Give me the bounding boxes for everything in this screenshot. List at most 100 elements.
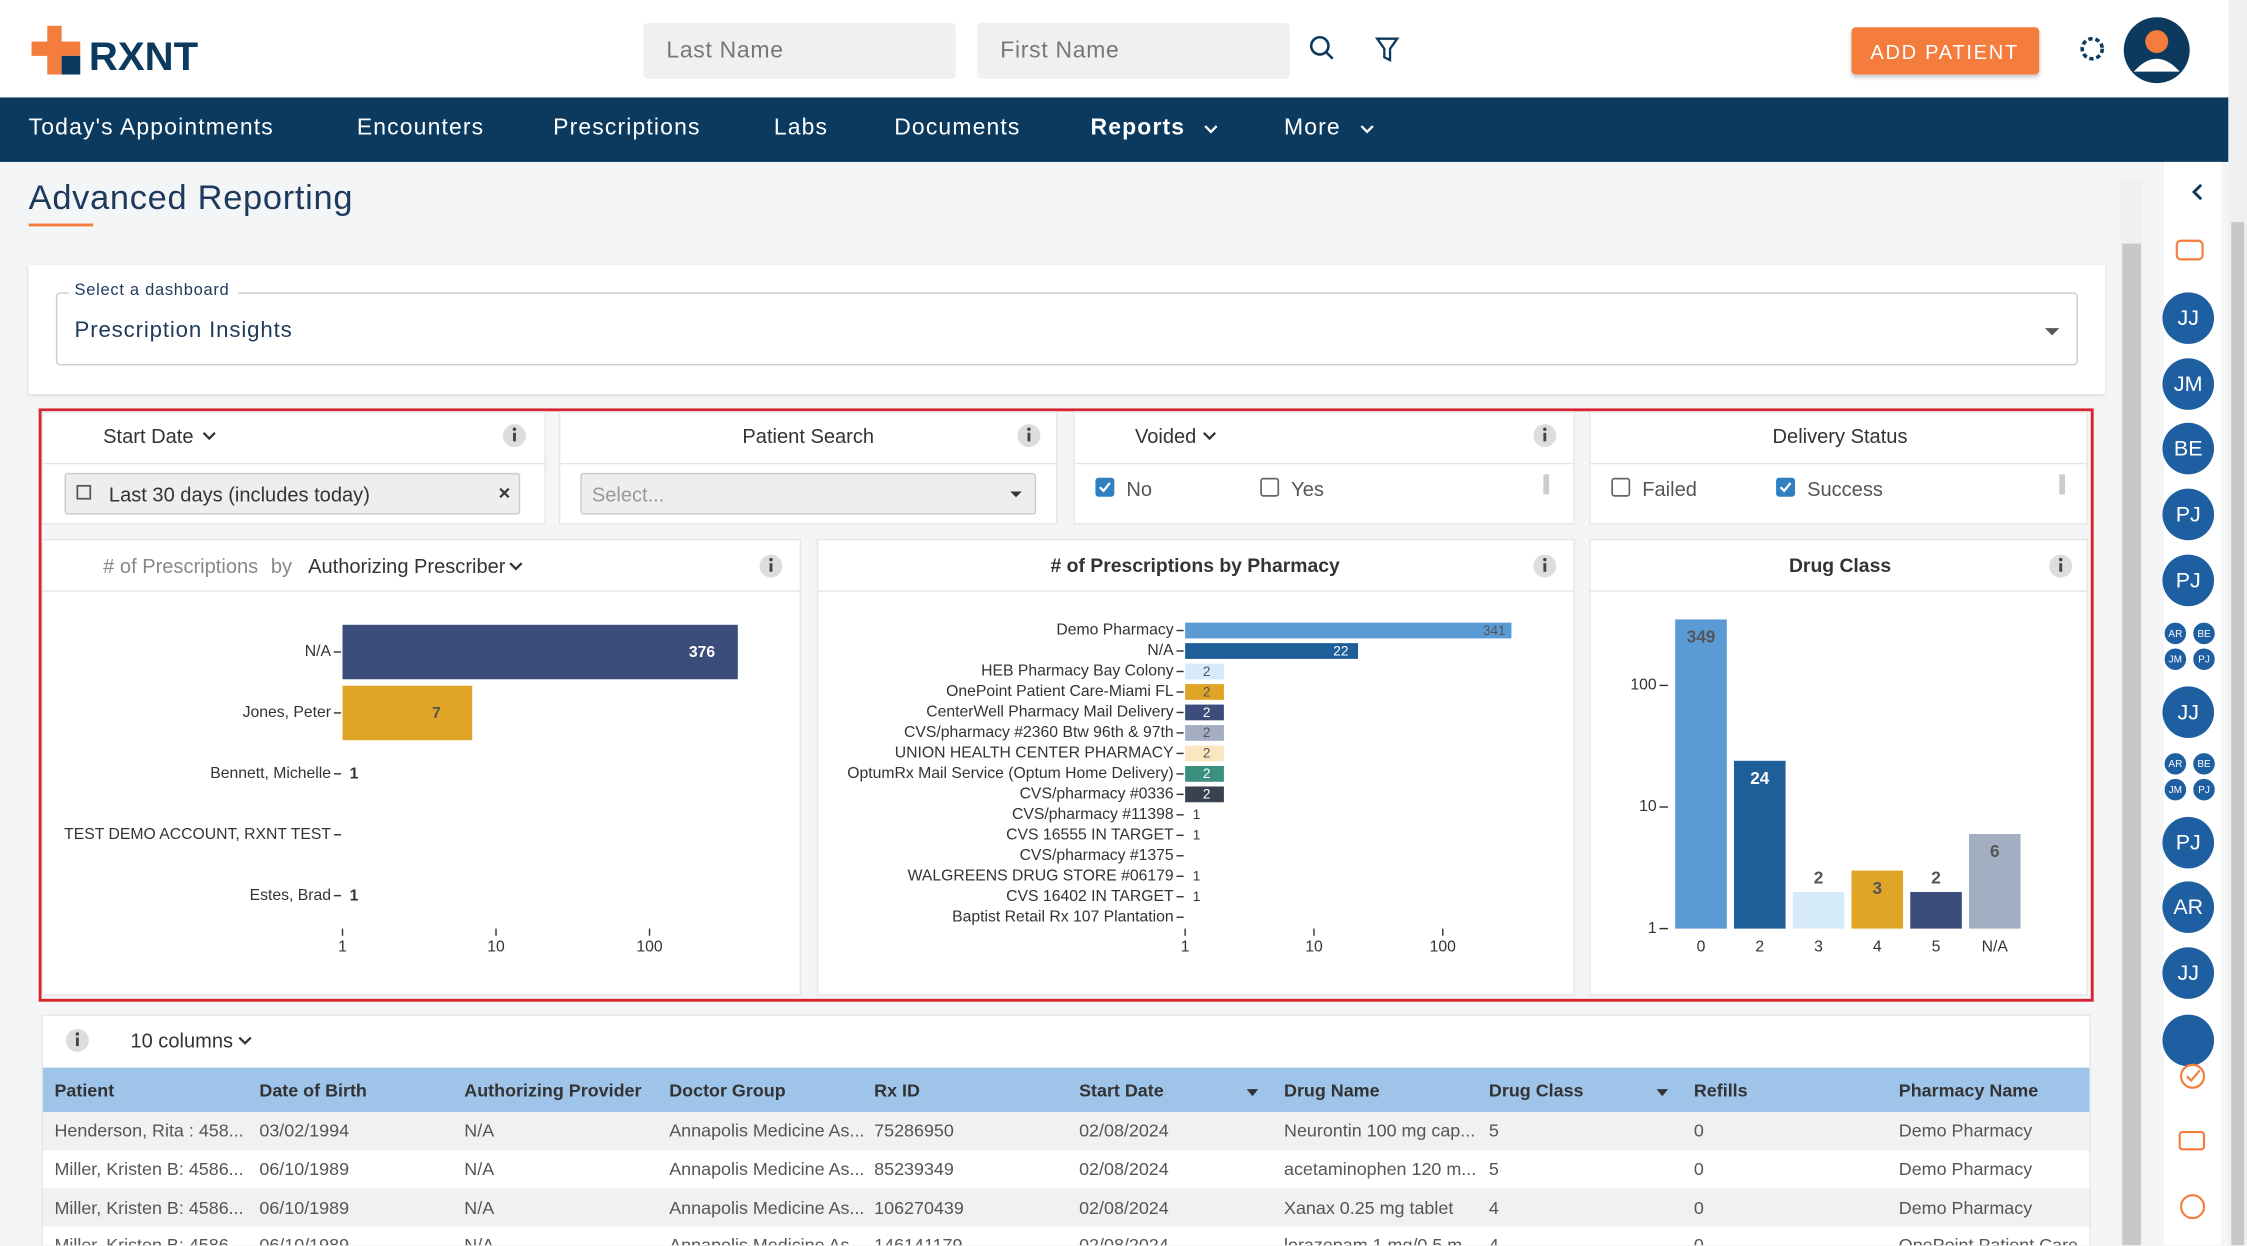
bar — [1185, 663, 1224, 680]
column-header[interactable]: Refills — [1693, 1080, 1748, 1101]
table-cell: 02/08/2024 — [1079, 1231, 1169, 1245]
column-header[interactable]: Doctor Group — [669, 1080, 786, 1101]
nav-item[interactable]: Labs — [773, 116, 829, 141]
value-label: 2 — [1203, 664, 1211, 679]
avatar-initials: BE — [2174, 437, 2203, 461]
info-icon-dot — [1027, 427, 1031, 431]
table-cell: 75286950 — [874, 1121, 954, 1142]
date-value: Last 30 days (includes today) — [108, 482, 370, 506]
table-row — [42, 1188, 2090, 1227]
collapse-icon — [2191, 183, 2203, 201]
panel-divider — [1589, 462, 2088, 465]
y-tick-label: 100 — [1630, 677, 1657, 694]
avatar — [2162, 358, 2215, 410]
user-avatar-head — [2145, 30, 2169, 54]
column-header[interactable]: Rx ID — [874, 1080, 920, 1101]
column-header[interactable]: Pharmacy Name — [1898, 1080, 2039, 1101]
x-tick-label: 1 — [1181, 938, 1190, 955]
scrollbar-thumb — [2231, 222, 2245, 1246]
info-icon-dot — [769, 557, 773, 562]
x-tick-label: 100 — [636, 938, 663, 955]
value-label: 22 — [1333, 643, 1348, 658]
table-cell: 106270439 — [874, 1197, 964, 1218]
patient-select[interactable] — [580, 472, 1037, 515]
table-cell: 02/08/2024 — [1079, 1159, 1169, 1180]
nav-item[interactable]: Encounters — [356, 116, 485, 141]
legend-gap — [68, 283, 238, 299]
chevron — [1360, 125, 1374, 134]
info-icon-dot — [1543, 557, 1547, 562]
avatar — [2162, 947, 2215, 999]
checkbox — [1095, 477, 1115, 497]
column-header[interactable]: Date of Birth — [259, 1080, 367, 1101]
bar — [1185, 622, 1512, 639]
x-tick-label: 10 — [487, 938, 505, 955]
date-input[interactable] — [64, 472, 521, 515]
value-label: 2 — [1203, 725, 1211, 740]
x-tick-label: 1 — [338, 938, 347, 955]
table-cell: 4 — [1489, 1231, 1499, 1245]
filter-title: Patient Search — [742, 424, 875, 448]
value-label: 2 — [1203, 766, 1211, 781]
message-icon — [2178, 1131, 2206, 1151]
x-tick-label: 100 — [1430, 938, 1457, 955]
column-header[interactable]: Drug Class — [1488, 1080, 1584, 1101]
value-label: 7 — [432, 705, 441, 722]
bar — [342, 685, 473, 741]
value-label: 376 — [689, 644, 716, 661]
table-cell: 02/08/2024 — [1079, 1197, 1169, 1218]
highlight — [38, 408, 2094, 1002]
nav-item[interactable]: Reports — [1090, 116, 1186, 141]
value-label: 1 — [350, 766, 359, 783]
info-icon-bar — [1543, 563, 1547, 572]
table-header — [42, 1067, 2090, 1113]
mini-avatar — [2191, 621, 2217, 646]
info-icon-bar — [769, 563, 773, 572]
category-label: Baptist Retail Rx 107 Plantation — [952, 908, 1174, 925]
table-cell: 02/08/2024 — [1079, 1121, 1169, 1142]
category-label: WALGREENS DRUG STORE #06179 — [908, 867, 1174, 884]
avatar-initials: JJ — [2178, 306, 2199, 330]
nav-item[interactable]: Documents — [894, 116, 1021, 141]
avatar — [2162, 292, 2215, 344]
nav-item[interactable]: Prescriptions — [553, 116, 701, 141]
category-label: N/A — [305, 643, 332, 660]
avatar — [2162, 1014, 2215, 1067]
table-cell: Miller, Kristen B: 4586... — [54, 1231, 243, 1245]
category-label: Estes, Brad — [250, 887, 331, 904]
column-header[interactable]: Start Date — [1079, 1080, 1164, 1101]
value-label: 1 — [1193, 828, 1201, 843]
chevron — [202, 431, 216, 441]
category-label: Demo Pharmacy — [1056, 622, 1173, 639]
checkbox — [1776, 477, 1796, 497]
avatar — [2162, 686, 2215, 739]
table-cell: lorazepam 1 mg/0.5 m... — [1284, 1231, 1477, 1245]
search-input[interactable] — [977, 22, 1290, 79]
table-cell: 06/10/1989 — [259, 1197, 350, 1218]
panel — [41, 538, 802, 996]
value-label: 1 — [1193, 889, 1201, 904]
search-input[interactable] — [643, 22, 956, 79]
mini-avatar-initials: AR — [2168, 759, 2182, 770]
add-patient-button[interactable] — [1851, 27, 2040, 75]
nav-item[interactable]: More — [1284, 116, 1341, 141]
value-label: 6 — [1990, 841, 2000, 861]
chat-icon — [2175, 239, 2204, 261]
dashboard-select[interactable] — [55, 292, 2078, 366]
columns-button[interactable]: 10 columns — [130, 1028, 234, 1052]
table-cell: 0 — [1693, 1197, 1704, 1218]
table-cell: 0 — [1693, 1159, 1704, 1180]
column-header[interactable]: Patient — [54, 1080, 115, 1101]
category-label: CenterWell Pharmacy Mail Delivery — [926, 704, 1174, 721]
nav-item[interactable]: Today's Appointments — [28, 116, 274, 141]
panel — [1589, 411, 2088, 525]
mini-avatar-initials: PJ — [2198, 785, 2210, 796]
column-header[interactable]: Authorizing Provider — [464, 1080, 642, 1101]
checkbox-label: Failed — [1642, 477, 1697, 501]
x-tick-label: 3 — [1814, 938, 1823, 955]
value-label: 3 — [1873, 878, 1883, 898]
bar — [1185, 786, 1224, 803]
x-tick-label: 2 — [1755, 938, 1764, 955]
column-header[interactable]: Drug Name — [1284, 1080, 1380, 1101]
